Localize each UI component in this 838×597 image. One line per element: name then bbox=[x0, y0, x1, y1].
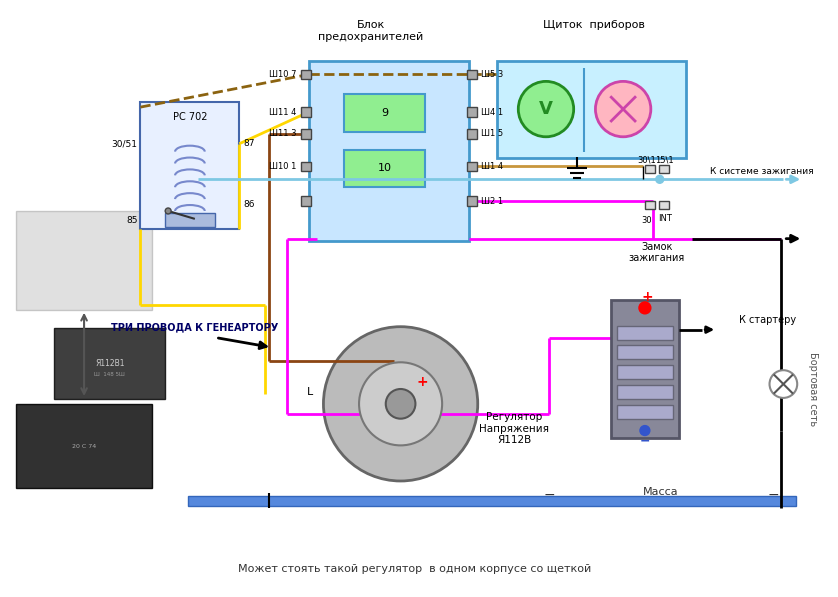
Text: 30/51: 30/51 bbox=[111, 139, 137, 148]
FancyBboxPatch shape bbox=[645, 165, 654, 173]
Text: −: − bbox=[639, 435, 650, 448]
Text: −: − bbox=[543, 488, 555, 502]
Text: 9: 9 bbox=[381, 108, 388, 118]
Text: Щиток  приборов: Щиток приборов bbox=[542, 20, 644, 30]
Circle shape bbox=[385, 389, 416, 418]
Text: +: + bbox=[416, 375, 428, 389]
FancyBboxPatch shape bbox=[301, 196, 311, 206]
Circle shape bbox=[639, 302, 651, 314]
FancyBboxPatch shape bbox=[618, 405, 673, 418]
Text: 30: 30 bbox=[642, 216, 652, 225]
FancyBboxPatch shape bbox=[467, 107, 477, 117]
FancyBboxPatch shape bbox=[308, 61, 468, 241]
Text: Ш1 5: Ш1 5 bbox=[481, 130, 503, 139]
Text: 85: 85 bbox=[126, 216, 137, 225]
Text: К системе зажигания: К системе зажигания bbox=[710, 167, 814, 176]
FancyBboxPatch shape bbox=[467, 196, 477, 206]
Text: 86: 86 bbox=[243, 199, 255, 208]
FancyBboxPatch shape bbox=[645, 201, 654, 209]
Text: Бортовая сеть: Бортовая сеть bbox=[808, 352, 818, 426]
FancyBboxPatch shape bbox=[54, 328, 165, 399]
FancyBboxPatch shape bbox=[497, 61, 686, 158]
FancyBboxPatch shape bbox=[301, 107, 311, 117]
Text: 20 C 74: 20 C 74 bbox=[72, 444, 96, 449]
Circle shape bbox=[596, 81, 651, 137]
Text: 30\1: 30\1 bbox=[638, 155, 656, 164]
FancyBboxPatch shape bbox=[16, 211, 153, 310]
FancyBboxPatch shape bbox=[467, 69, 477, 79]
Text: Ш10 7: Ш10 7 bbox=[269, 70, 297, 79]
Text: Регулятор
Напряжения
Я112В: Регулятор Напряжения Я112В bbox=[479, 412, 550, 445]
Text: 87: 87 bbox=[243, 139, 255, 148]
FancyBboxPatch shape bbox=[165, 213, 215, 227]
FancyBboxPatch shape bbox=[611, 300, 679, 438]
Text: РС 702: РС 702 bbox=[173, 112, 207, 122]
Text: 10: 10 bbox=[378, 164, 391, 174]
FancyBboxPatch shape bbox=[659, 201, 669, 209]
Circle shape bbox=[165, 208, 171, 214]
Text: Ш2 1: Ш2 1 bbox=[481, 196, 503, 205]
Text: К стартеру: К стартеру bbox=[739, 315, 796, 325]
Text: Ш11 4: Ш11 4 bbox=[269, 107, 297, 116]
Text: Ш  148 5Ш: Ш 148 5Ш bbox=[95, 372, 125, 377]
Text: Ш10 1: Ш10 1 bbox=[269, 162, 297, 171]
Text: Замок
зажигания: Замок зажигания bbox=[628, 242, 685, 263]
Circle shape bbox=[323, 327, 478, 481]
Text: ТРИ ПРОВОДА К ГЕНЕАРТОРУ: ТРИ ПРОВОДА К ГЕНЕАРТОРУ bbox=[111, 323, 278, 333]
FancyBboxPatch shape bbox=[618, 385, 673, 399]
Text: INT: INT bbox=[658, 214, 671, 223]
FancyBboxPatch shape bbox=[618, 326, 673, 340]
Text: +: + bbox=[641, 290, 653, 304]
FancyBboxPatch shape bbox=[141, 102, 240, 229]
Text: Может стоять такой регулятор  в одном корпусе со щеткой: Может стоять такой регулятор в одном кор… bbox=[238, 564, 591, 574]
FancyBboxPatch shape bbox=[659, 165, 669, 173]
FancyBboxPatch shape bbox=[16, 404, 153, 488]
Text: Ш5 3: Ш5 3 bbox=[481, 70, 503, 79]
Circle shape bbox=[640, 426, 649, 435]
Text: 15\1: 15\1 bbox=[655, 155, 674, 164]
FancyBboxPatch shape bbox=[467, 129, 477, 139]
Text: Ш4 1: Ш4 1 bbox=[481, 107, 503, 116]
Text: Ш11 3: Ш11 3 bbox=[269, 130, 297, 139]
FancyBboxPatch shape bbox=[618, 365, 673, 379]
Text: Масса: Масса bbox=[643, 487, 679, 497]
FancyBboxPatch shape bbox=[618, 346, 673, 359]
FancyBboxPatch shape bbox=[344, 150, 426, 187]
Circle shape bbox=[518, 81, 574, 137]
Text: −: − bbox=[768, 488, 779, 502]
Text: V: V bbox=[539, 100, 553, 118]
Circle shape bbox=[359, 362, 442, 445]
Circle shape bbox=[656, 176, 664, 183]
Circle shape bbox=[769, 370, 797, 398]
Text: Я112В1: Я112В1 bbox=[95, 359, 125, 368]
FancyBboxPatch shape bbox=[344, 94, 426, 132]
FancyBboxPatch shape bbox=[301, 129, 311, 139]
Text: Блок
предохранителей: Блок предохранителей bbox=[318, 20, 423, 42]
FancyBboxPatch shape bbox=[467, 162, 477, 171]
Text: L: L bbox=[308, 387, 313, 397]
Text: Ш1 4: Ш1 4 bbox=[481, 162, 503, 171]
FancyBboxPatch shape bbox=[188, 496, 796, 506]
FancyBboxPatch shape bbox=[301, 162, 311, 171]
FancyBboxPatch shape bbox=[301, 69, 311, 79]
